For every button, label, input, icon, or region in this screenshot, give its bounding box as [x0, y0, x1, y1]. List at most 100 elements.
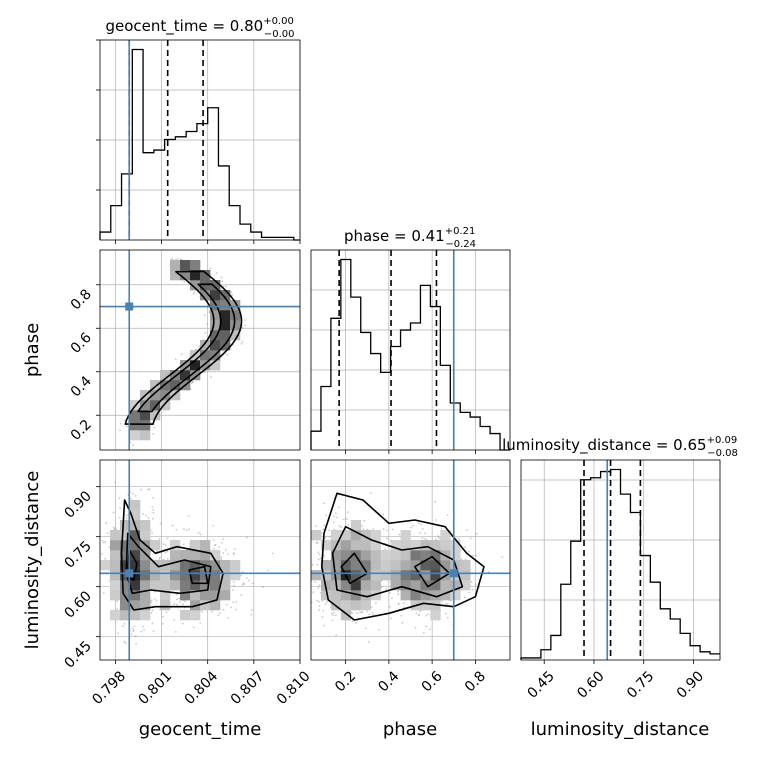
density-bin: [120, 540, 131, 551]
histogram-step: [310, 258, 510, 451]
sample-point: [305, 566, 307, 568]
sample-point: [221, 280, 224, 283]
density-bin: [400, 530, 411, 541]
sample-point: [363, 519, 366, 522]
sample-point: [233, 584, 235, 587]
sample-point: [322, 555, 325, 558]
sample-point: [101, 539, 104, 542]
density-bin: [180, 260, 191, 271]
sample-point: [108, 546, 111, 549]
density-bin: [360, 580, 371, 591]
sample-point: [133, 625, 136, 628]
sample-point: [458, 537, 460, 540]
density-bin: [320, 560, 332, 571]
y-tick-label: 0.75: [61, 538, 94, 571]
density-bin: [320, 540, 332, 551]
contour-line: [124, 270, 243, 426]
sample-point: [362, 528, 364, 531]
sample-point: [414, 626, 417, 629]
sample-point: [424, 532, 426, 535]
sample-point: [215, 272, 218, 274]
sample-point: [226, 353, 229, 356]
sample-point: [150, 599, 153, 602]
sample-point: [132, 630, 135, 632]
sample-point: [140, 488, 142, 491]
sample-point: [318, 584, 321, 587]
density-bin: [180, 270, 191, 281]
sample-point: [371, 611, 374, 614]
contour-line: [188, 565, 209, 585]
sample-point: [347, 511, 349, 514]
sample-point: [241, 584, 244, 586]
sample-point: [421, 537, 424, 539]
sample-point: [164, 544, 167, 547]
sample-point: [209, 267, 212, 270]
density-bin: [210, 590, 221, 601]
sample-point: [218, 612, 221, 614]
density-bin: [170, 560, 181, 571]
sample-point: [360, 611, 363, 613]
sample-point: [164, 551, 167, 554]
density-bin: [200, 540, 211, 551]
scatter-distance-vs-phase: [305, 460, 510, 660]
sample-point: [213, 547, 216, 550]
density-bin: [230, 320, 241, 331]
sample-point: [210, 376, 212, 378]
density-bin: [140, 580, 151, 591]
sample-point: [425, 614, 428, 617]
histogram-phase: [310, 250, 510, 451]
density-bin: [340, 560, 352, 571]
sample-point: [173, 619, 176, 621]
density-bin: [230, 570, 241, 581]
sample-point: [355, 622, 357, 624]
sample-point: [130, 633, 133, 636]
density-bin: [190, 610, 201, 621]
density-bin: [180, 590, 191, 601]
density-bin: [420, 590, 431, 601]
sample-point: [232, 601, 235, 604]
density-bin: [370, 550, 381, 561]
density-bin: [170, 550, 181, 561]
density-bin: [410, 550, 421, 561]
density-bin: [430, 550, 441, 561]
sample-point: [101, 553, 103, 555]
density-bin: [140, 400, 151, 411]
sample-point: [389, 605, 391, 608]
sample-point: [390, 617, 393, 620]
sample-point: [152, 630, 155, 633]
density-bin: [190, 560, 201, 571]
density-bin: [350, 580, 362, 591]
density-bin: [190, 370, 201, 381]
density-bin: [360, 590, 371, 601]
sample-point: [150, 601, 152, 604]
sample-point: [185, 529, 188, 531]
sample-point: [125, 425, 128, 428]
sample-point: [224, 285, 227, 288]
contour-line: [120, 499, 224, 611]
sample-point: [446, 616, 449, 619]
xlabel-geocent-time: geocent_time: [139, 719, 262, 740]
density-bin: [150, 570, 161, 581]
sample-point: [372, 613, 374, 616]
sample-point: [389, 592, 392, 595]
density-bin: [120, 580, 131, 591]
density-bin: [150, 380, 161, 391]
sample-point: [474, 583, 477, 586]
density-bin: [440, 590, 451, 601]
density-bin: [230, 330, 241, 341]
sample-point: [397, 593, 400, 596]
density-bin: [200, 270, 211, 281]
sample-point: [347, 524, 350, 526]
sample-point: [351, 620, 354, 623]
sample-point: [192, 292, 195, 295]
panel-frame: [520, 459, 721, 661]
density-bin: [120, 570, 131, 581]
sample-point: [102, 541, 105, 544]
sample-point: [361, 611, 363, 614]
y-tick-label: 0.4: [68, 373, 95, 400]
x-tick-label: 0.804: [182, 668, 222, 708]
contour-line: [125, 532, 212, 595]
sample-point: [251, 582, 254, 585]
density-bin: [410, 570, 421, 581]
sample-point: [98, 593, 100, 595]
